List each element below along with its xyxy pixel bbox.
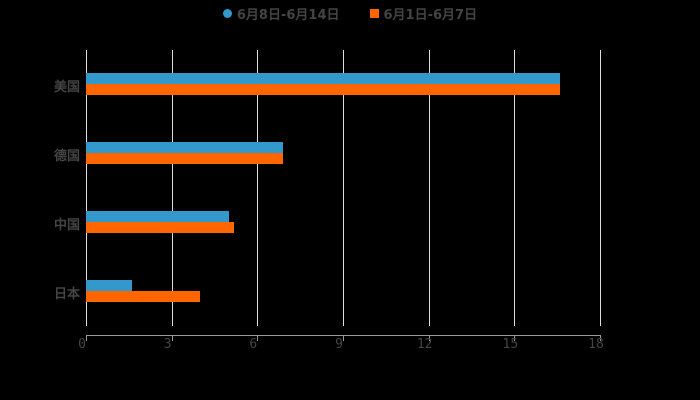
x-tick (171, 335, 173, 341)
x-tick (257, 335, 259, 341)
bar[interactable] (86, 84, 561, 95)
bar[interactable] (86, 73, 561, 84)
legend-label: 6月1日-6月7日 (383, 7, 478, 23)
x-tick-label: 3 (163, 337, 172, 352)
bar[interactable] (86, 280, 132, 291)
gridline (600, 50, 601, 326)
gridline (514, 50, 516, 326)
legend: 6月8日-6月14日 6月1日-6月7日 (0, 4, 700, 23)
x-tick (600, 335, 601, 341)
x-tick (86, 335, 87, 341)
gridline (171, 50, 173, 326)
square-marker-icon (369, 8, 379, 18)
gridline (428, 50, 430, 326)
x-tick-label: 12 (416, 337, 433, 352)
legend-label: 6月8日-6月14日 (236, 7, 340, 23)
x-tick (343, 335, 344, 341)
bar[interactable] (86, 153, 284, 164)
gridline (343, 50, 344, 326)
x-tick-label: 0 (78, 337, 86, 352)
gridline (86, 50, 87, 326)
gridline (257, 50, 259, 326)
circle-marker-icon (222, 8, 232, 18)
plot-area (86, 50, 601, 326)
legend-item-series2[interactable]: 6月1日-6月7日 (369, 4, 478, 23)
bar[interactable] (86, 142, 284, 153)
category-label: 美国 (53, 80, 80, 95)
category-label: 中国 (53, 218, 80, 233)
x-tick (428, 335, 430, 341)
bar[interactable] (86, 222, 235, 233)
x-tick-label: 18 (588, 337, 604, 352)
category-label: 德国 (53, 149, 80, 164)
legend-item-series1[interactable]: 6月8日-6月14日 (222, 4, 340, 23)
bar[interactable] (86, 291, 201, 302)
x-tick-label: 6 (249, 337, 258, 352)
category-label: 日本 (53, 287, 80, 302)
x-tick-label: 9 (335, 337, 343, 352)
x-tick (514, 335, 516, 341)
x-tick-label: 15 (502, 337, 519, 352)
bar[interactable] (86, 211, 229, 222)
